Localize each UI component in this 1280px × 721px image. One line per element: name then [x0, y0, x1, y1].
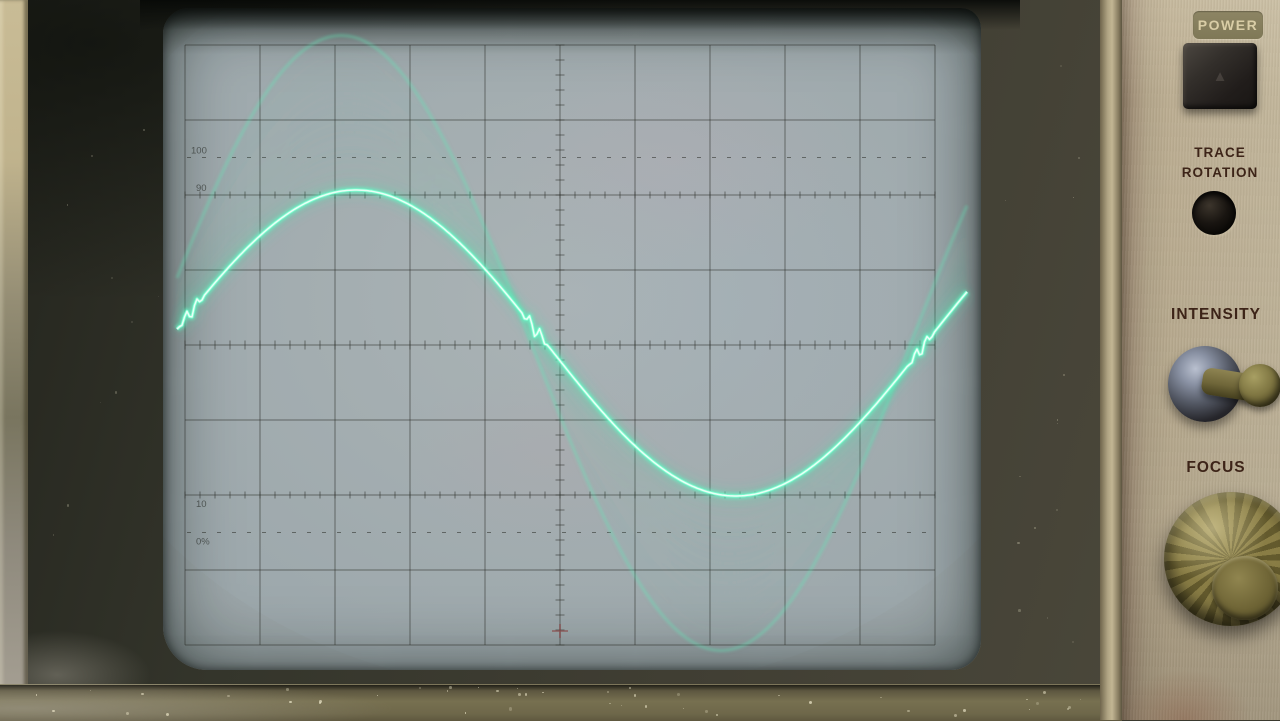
dust-speck	[165, 712, 169, 716]
dust-speck	[142, 129, 145, 132]
focus-label: FOCUS	[1186, 459, 1246, 476]
dust-speck	[1042, 691, 1046, 695]
dust-speck	[1079, 698, 1081, 700]
dust-speck	[495, 689, 499, 693]
dust-speck	[879, 696, 882, 699]
dust-speck	[1036, 701, 1040, 706]
graticule-percent-label: 0%	[196, 537, 210, 548]
dust-speck	[621, 705, 623, 707]
dust-speck	[111, 276, 114, 279]
dust-speck	[477, 687, 479, 689]
dust-speck	[954, 713, 958, 717]
graticule-percent-label: 100	[191, 146, 207, 157]
envelope-band	[175, 91, 969, 595]
dust-speck	[705, 710, 708, 713]
dust-speck	[809, 701, 813, 705]
dust-speck	[1019, 475, 1021, 478]
dust-speck	[517, 693, 521, 696]
crt-screen: 100 90 10 0%	[163, 8, 981, 670]
dust-speck	[289, 701, 292, 704]
dust-speck	[542, 691, 544, 694]
dust-speck	[1028, 709, 1031, 711]
dust-speck	[1034, 527, 1037, 530]
dust-speck	[516, 687, 518, 689]
dust-speck	[449, 686, 452, 689]
graticule-percent-label: 90	[196, 183, 207, 194]
dust-speck	[52, 534, 55, 536]
dust-speck	[464, 712, 467, 714]
dust-speck	[1068, 705, 1072, 709]
dust-speck	[66, 504, 70, 507]
dust-speck	[418, 686, 421, 689]
dust-speck	[1071, 640, 1075, 643]
dust-speck	[125, 711, 129, 715]
dust-speck	[1026, 698, 1028, 701]
scope-content: 100 90 10 0%	[172, 34, 972, 652]
dust-speck	[67, 204, 69, 206]
crt-screen-svg: 100 90 10 0%	[172, 34, 972, 652]
dust-speck	[319, 699, 323, 703]
power-label: POWER	[1197, 17, 1259, 33]
dust-speck	[89, 689, 92, 692]
power-switch-arrow-icon: ▲	[1212, 67, 1228, 85]
chassis-left-edge	[0, 0, 28, 720]
intensity-knob-tip[interactable]	[1239, 364, 1280, 407]
dust-speck	[141, 692, 144, 696]
graticule: 100 90 10 0%	[184, 44, 936, 646]
dust-speck	[286, 688, 289, 691]
bezel-bottom-ledge	[0, 684, 1122, 721]
dust-speck	[446, 690, 449, 692]
dust-speck	[318, 701, 321, 704]
dust-speck	[90, 155, 94, 158]
focus-knob-inner-ring	[1212, 556, 1278, 620]
dust-speck	[1057, 423, 1059, 425]
dust-speck	[1004, 200, 1006, 202]
dust-speck	[1056, 419, 1059, 421]
bezel-top-shadow	[140, 0, 1020, 30]
dust-speck	[1055, 509, 1058, 512]
bright-trace	[172, 183, 972, 503]
dust-speck	[524, 693, 528, 696]
panel-edge-ridge	[1100, 0, 1122, 720]
dust-speck	[130, 320, 134, 323]
dust-speck	[51, 709, 55, 713]
dust-speck	[1017, 541, 1021, 545]
dust-speck	[644, 705, 648, 709]
trace-rotation-adjustment[interactable]	[1192, 191, 1236, 235]
dust-speck	[35, 693, 38, 696]
bottom-left-blur	[0, 626, 190, 696]
bezel-right-column	[981, 0, 1100, 720]
dust-speck	[628, 686, 631, 689]
intensity-label: INTENSITY	[1171, 306, 1261, 323]
dust-speck	[677, 692, 680, 696]
dust-speck	[1017, 609, 1021, 612]
dust-speck	[778, 694, 780, 696]
dust-speck	[907, 709, 910, 713]
dust-speck	[114, 391, 118, 394]
power-label-badge: POWER	[1193, 11, 1263, 39]
power-switch[interactable]: ▲	[1183, 43, 1257, 109]
dust-speck	[508, 707, 513, 711]
trace-rotation-label: TRACE ROTATION	[1181, 145, 1259, 180]
dust-speck	[1078, 157, 1081, 160]
dust-speck	[227, 694, 230, 698]
envelope-outline	[175, 34, 969, 652]
dust-speck	[99, 401, 102, 403]
dust-speck	[715, 713, 718, 716]
dust-speck	[609, 702, 611, 705]
beam-marker	[552, 624, 568, 638]
dust-speck	[682, 707, 684, 710]
dust-speck	[633, 694, 637, 698]
dust-speck	[1059, 65, 1062, 67]
dust-speck	[962, 708, 966, 712]
graticule-percent-label: 10	[196, 499, 207, 510]
dust-speck	[1067, 708, 1069, 710]
dust-speck	[1047, 617, 1049, 619]
dust-speck	[1063, 373, 1066, 377]
dust-speck	[157, 295, 160, 298]
dust-speck	[1072, 196, 1075, 199]
dust-speck	[376, 694, 379, 697]
dust-speck	[606, 691, 610, 694]
